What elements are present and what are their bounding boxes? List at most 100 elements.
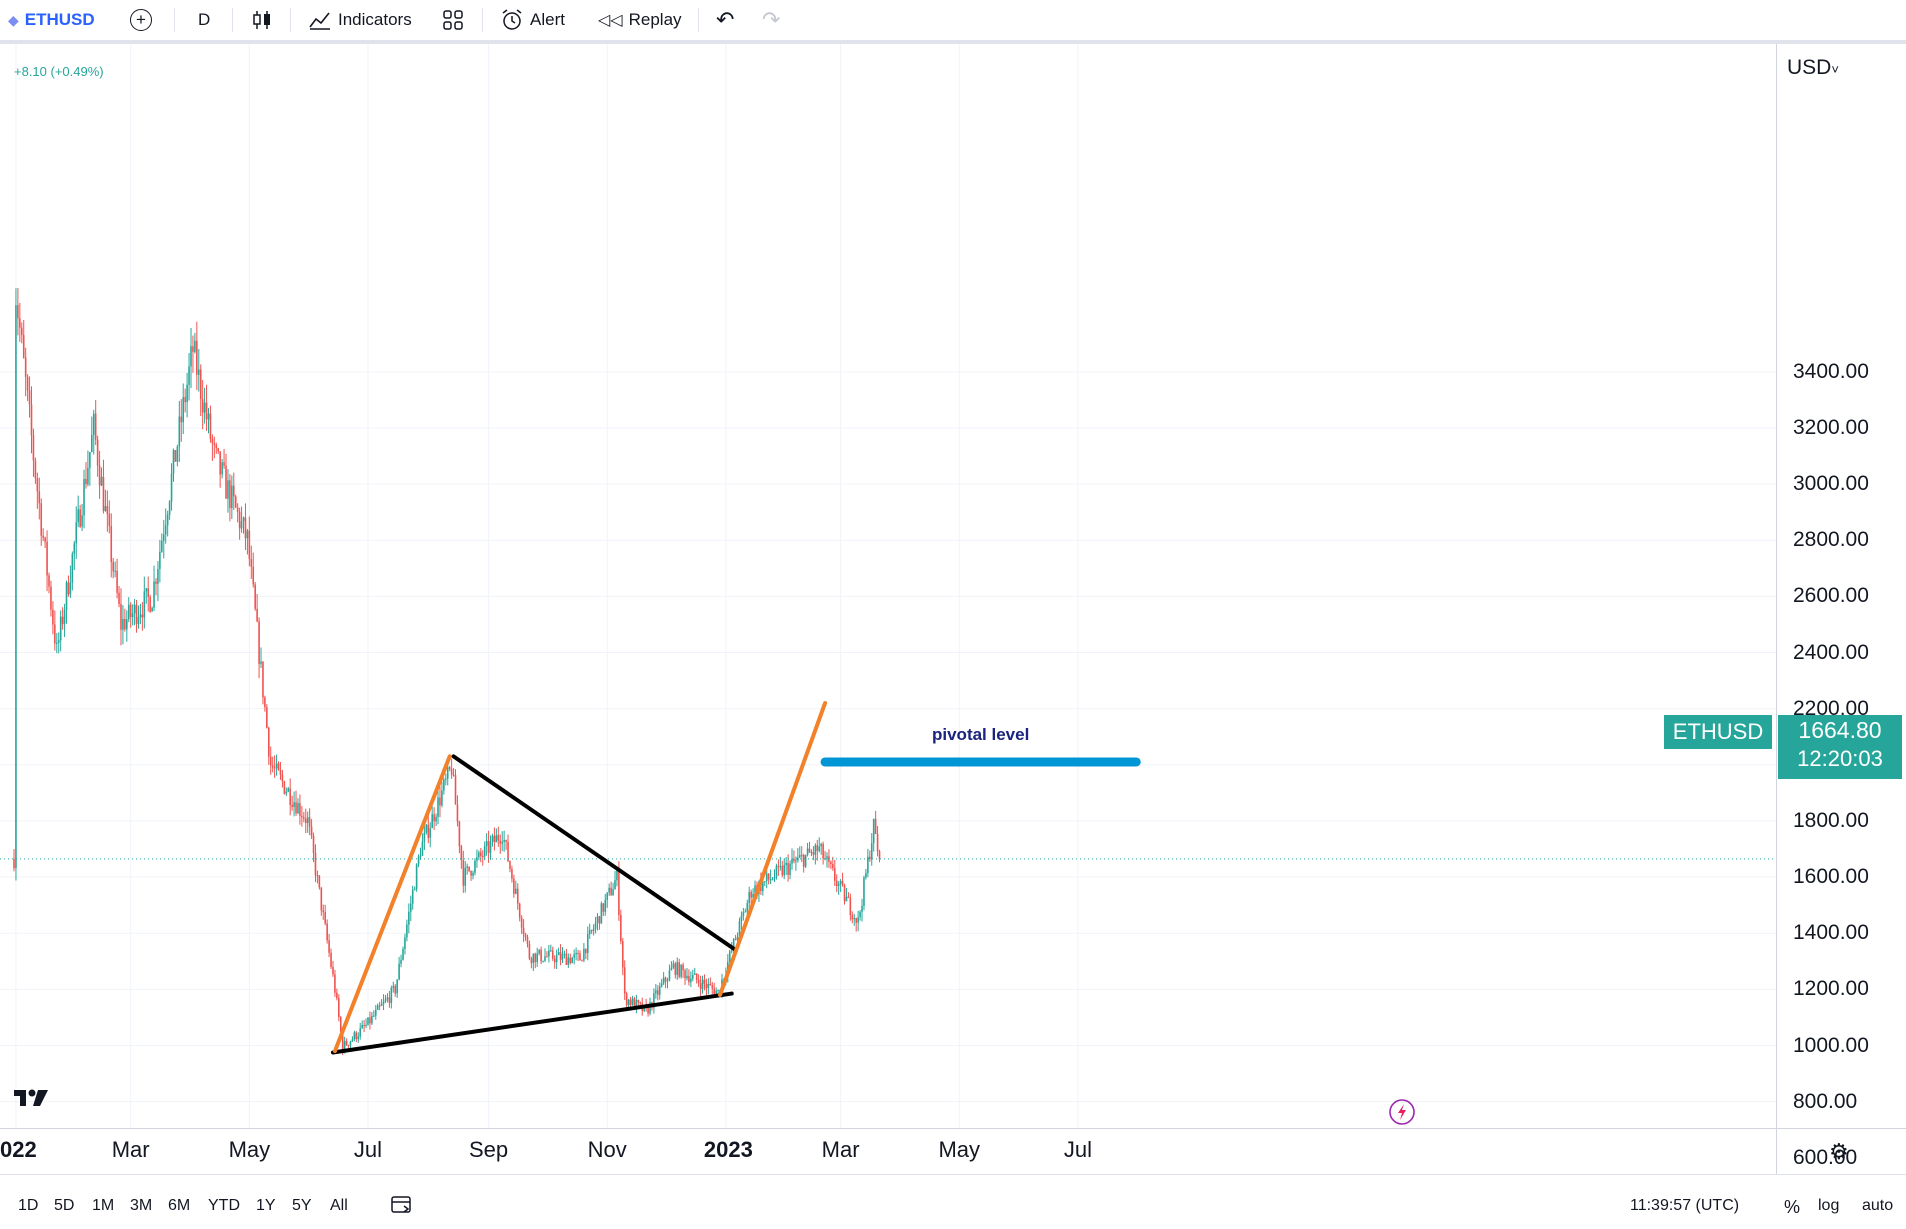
symbol-search[interactable]: ◆ ETHUSD (8, 6, 95, 34)
range-button-all[interactable]: All (330, 1197, 348, 1214)
candle-body (357, 1036, 360, 1040)
range-button-5y[interactable]: 5Y (292, 1197, 312, 1214)
candle-body (437, 797, 439, 817)
candle-body (110, 525, 113, 563)
time-axis[interactable]: 022 Mar May Jul Sep Nov 2023 Mar May Jul (0, 1128, 1776, 1175)
log-toggle[interactable]: log (1818, 1197, 1840, 1214)
replay-button[interactable]: ◁◁ Replay (598, 6, 682, 34)
candle-body (240, 521, 243, 529)
candle-body (398, 963, 400, 980)
alert-button[interactable]: Alert (500, 6, 565, 34)
undo-button[interactable]: ↶ (716, 6, 734, 34)
price-tick-label: 2600.00 (1793, 584, 1869, 608)
candle-body (349, 1041, 352, 1046)
candle-body (464, 867, 467, 886)
candle-body (118, 592, 120, 604)
candle-body (692, 974, 694, 979)
templates-button[interactable] (442, 6, 464, 34)
candle-body (248, 530, 251, 559)
candle-body (711, 985, 714, 989)
indicators-button[interactable]: Indicators (308, 6, 412, 34)
currency-selector[interactable]: USD˅ (1787, 56, 1839, 80)
candle-body (596, 916, 599, 923)
candle-body (439, 797, 441, 806)
candle-body (833, 868, 836, 881)
price-chart[interactable]: pivotal level (0, 44, 1776, 1128)
range-button-1d[interactable]: 1D (18, 1197, 39, 1214)
candle-body (242, 517, 245, 522)
price-axis[interactable]: USD˅ 3400.00 3200.00 3000.00 2800.00 2600.00… (1776, 44, 1906, 1169)
range-button-1y[interactable]: 1Y (256, 1197, 276, 1214)
candle-body (483, 845, 486, 857)
percent-toggle[interactable]: % (1784, 1197, 1801, 1217)
redo-button[interactable]: ↷ (762, 6, 780, 34)
candle-body (151, 607, 153, 612)
range-button-6m[interactable]: 6M (168, 1197, 191, 1214)
candle-body (832, 864, 834, 869)
candle-body (433, 814, 435, 822)
last-price-tag: 1664.80 12:20:03 (1778, 715, 1902, 779)
axis-settings[interactable]: ⚙ (1776, 1128, 1906, 1175)
candle-body (649, 1002, 651, 1014)
candle-body (478, 852, 480, 858)
candle-body (818, 846, 821, 851)
candle-body (207, 413, 210, 420)
add-symbol-icon: + (130, 9, 152, 31)
candle-body (423, 832, 426, 842)
candle-body (314, 853, 317, 876)
range-button-3m[interactable]: 3M (130, 1197, 153, 1214)
interval-button[interactable]: D (198, 6, 210, 34)
legend-change: +8.10 (+0.49%) (14, 64, 104, 79)
last-price-value: 1664.80 (1798, 717, 1882, 743)
candle-body (480, 852, 482, 856)
candle-body (610, 887, 612, 896)
candle-body (42, 535, 44, 538)
candle-body (557, 952, 560, 956)
candle-body (153, 581, 155, 608)
candle-body (775, 865, 778, 877)
alarm-clock-icon (502, 9, 522, 30)
time-tick-label: May (938, 1137, 981, 1162)
candle-body (102, 476, 105, 512)
candle-body (406, 924, 408, 938)
utc-clock[interactable]: 11:39:57 (UTC) (1630, 1197, 1740, 1214)
candle-body (174, 450, 177, 462)
time-tick-label: Sep (469, 1137, 509, 1162)
flash-icon[interactable] (1388, 1098, 1416, 1131)
chart-type-button[interactable] (252, 6, 272, 34)
candle-body (250, 558, 253, 567)
range-button-5d[interactable]: 5D (54, 1197, 75, 1214)
candle-body (310, 826, 313, 836)
chart-pane[interactable]: pivotal level +8.10 (+0.49%) (0, 44, 1776, 1128)
candle-body (534, 953, 537, 963)
countdown-timer: 12:20:03 (1797, 746, 1883, 771)
candle-body (295, 802, 297, 814)
range-button-ytd[interactable]: YTD (208, 1197, 240, 1214)
candle-body (664, 977, 667, 982)
candle-body (252, 566, 255, 585)
candle-body (573, 954, 575, 958)
candle-body (522, 927, 525, 935)
rewind-icon: ◁◁ (598, 12, 623, 29)
candle-body (550, 950, 552, 952)
candle-body (231, 485, 233, 509)
candle-body (791, 858, 793, 864)
alert-label: Alert (530, 10, 565, 29)
candle-body (40, 503, 43, 536)
auto-toggle[interactable]: auto (1862, 1197, 1894, 1214)
candle-body (859, 911, 861, 918)
tradingview-logo[interactable] (12, 1086, 52, 1113)
candle-body (843, 884, 846, 902)
range-button-1m[interactable]: 1M (92, 1197, 115, 1214)
candle-body (734, 939, 737, 941)
candle-body (73, 543, 76, 554)
compare-button[interactable]: + (130, 6, 152, 34)
candle-body (509, 861, 511, 870)
candle-body (658, 986, 661, 995)
candle-body (57, 640, 60, 643)
candle-body (569, 957, 572, 964)
goto-date-button[interactable] (390, 1193, 414, 1220)
candle-body (24, 357, 27, 377)
candle-body (316, 875, 319, 877)
candle-body (415, 864, 418, 890)
